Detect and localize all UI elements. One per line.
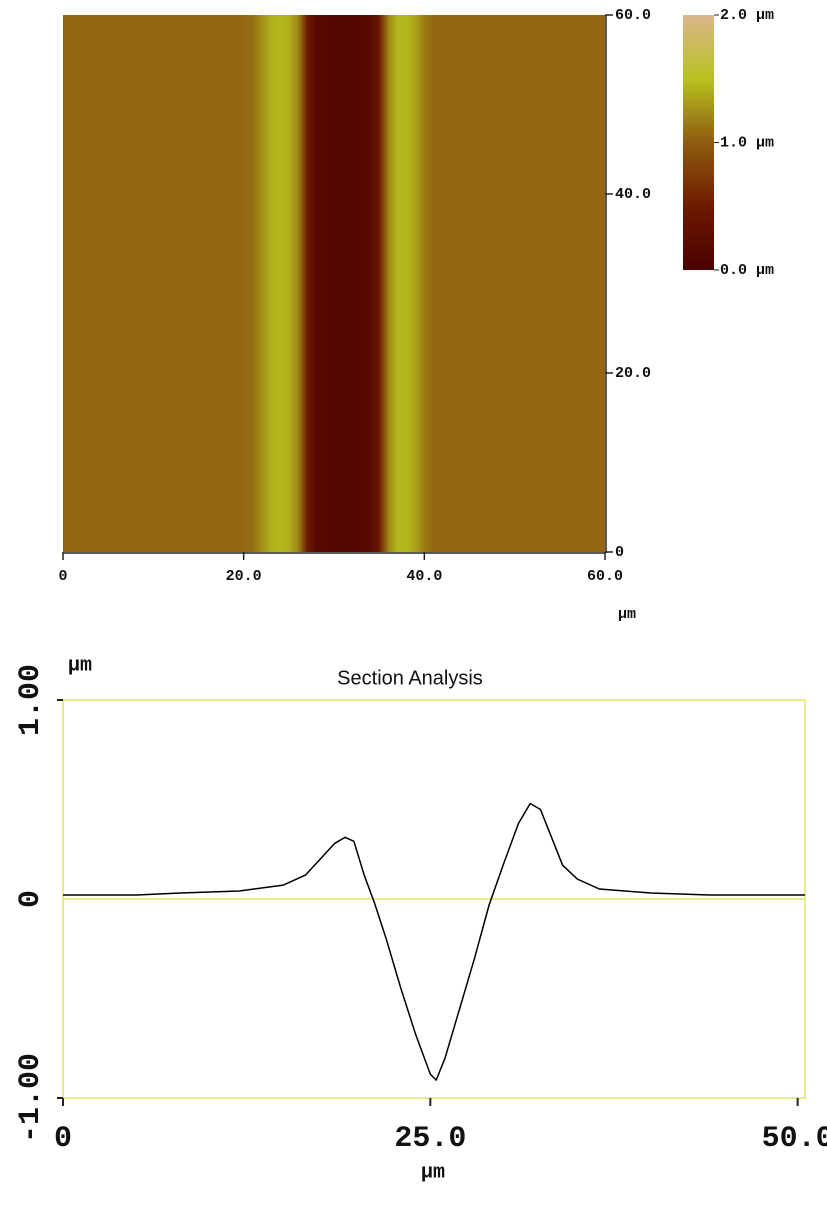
image-column (424, 15, 434, 552)
y-axis-label: µm (68, 654, 92, 677)
y-tick-label: 0 (615, 544, 624, 561)
colorbar (683, 15, 714, 270)
image-column (270, 15, 281, 552)
image-column (252, 15, 263, 552)
y-tick-label: 20.0 (615, 365, 651, 382)
image-column (108, 15, 154, 552)
y-tick-label: 1.00 (14, 664, 48, 736)
x-tick-label: 60.0 (587, 568, 623, 585)
x-tick-label: 50.0 (762, 1122, 827, 1156)
chart-title: Section Analysis (337, 667, 483, 689)
x-axis-label: µm (618, 606, 636, 623)
image-column (388, 15, 398, 552)
y-tick-label: 0 (14, 890, 48, 908)
image-column (397, 15, 407, 552)
colorbar-label: 2.0 µm (720, 7, 774, 24)
colorbar-label: 1.0 µm (720, 134, 774, 151)
y-tick-label: 60.0 (615, 7, 651, 24)
image-column (415, 15, 425, 552)
image-column (243, 15, 254, 552)
y-tick-label: 40.0 (615, 186, 651, 203)
image-column (433, 15, 471, 552)
image-column (261, 15, 272, 552)
x-tick-label: 20.0 (226, 568, 262, 585)
image-column (63, 15, 109, 552)
image-column (279, 15, 290, 552)
image-column (153, 15, 200, 552)
x-tick-label: 40.0 (406, 568, 442, 585)
image-column (198, 15, 245, 552)
y-tick-label: -1.00 (14, 1053, 48, 1143)
image-column (406, 15, 416, 552)
colorbar-label: 0.0 µm (720, 262, 774, 279)
section-line (63, 802, 805, 1081)
image-column (370, 15, 380, 552)
x-tick-label: 0 (58, 568, 67, 585)
image-column (352, 15, 371, 552)
image-column (334, 15, 353, 552)
image-column (514, 15, 561, 552)
image-column (469, 15, 516, 552)
x-tick-label: 0 (54, 1122, 72, 1156)
image-column (297, 15, 308, 552)
x-tick-label: 25.0 (394, 1122, 466, 1156)
image-column (306, 15, 317, 552)
x-axis-label: µm (421, 1161, 445, 1184)
image-column (315, 15, 335, 552)
image-column (559, 15, 605, 552)
image-column (379, 15, 389, 552)
image-column (288, 15, 299, 552)
